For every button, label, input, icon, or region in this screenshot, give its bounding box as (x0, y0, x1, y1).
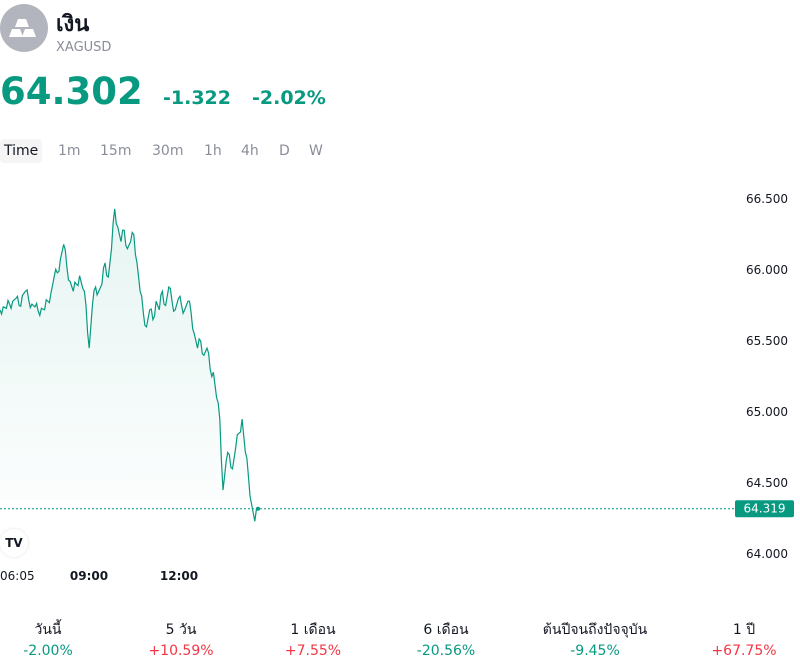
tab-4h[interactable]: 4h (241, 143, 259, 159)
perf-value: +10.59% (148, 643, 214, 659)
y-tick-label: 64.000 (746, 547, 788, 561)
perf-1m[interactable]: 1 เดือน +7.55% (243, 620, 383, 662)
asset-symbol: XAGUSD (56, 40, 112, 55)
tab-15m[interactable]: 15m (100, 143, 132, 159)
y-tick-label: 64.500 (746, 476, 788, 490)
y-axis: 66.500 66.000 65.500 65.000 64.500 64.000 (746, 192, 788, 561)
asset-name: เงิน (56, 12, 90, 37)
perf-today[interactable]: วันนี้ -2.00% (0, 620, 118, 662)
perf-value: -9.45% (570, 643, 620, 659)
performance-bar: วันนี้ -2.00% 5 วัน +10.59% 1 เดือน +7.5… (0, 620, 800, 664)
chart-area-fill (0, 208, 258, 522)
silver-bars-icon (0, 4, 48, 52)
tab-time[interactable]: Time (0, 139, 43, 163)
x-tick-label: 09:00 (70, 569, 108, 583)
x-tick-label: 06:05 (0, 569, 35, 583)
tab-1m[interactable]: 1m (58, 143, 81, 159)
perf-6m[interactable]: 6 เดือน -20.56% (376, 620, 516, 662)
perf-label: 1 เดือน (290, 622, 336, 638)
perf-1y[interactable]: 1 ปี +67.75% (674, 620, 800, 662)
y-tick-label: 65.500 (746, 334, 788, 348)
y-tick-label: 66.500 (746, 192, 788, 206)
price-chart[interactable]: 66.500 66.000 65.500 65.000 64.500 64.000 06:… (0, 180, 800, 590)
price-change-percent: -2.02% (252, 87, 326, 109)
perf-label: วันนี้ (34, 622, 62, 638)
svg-text:64.319: 64.319 (744, 502, 786, 516)
perf-label: 1 ปี (732, 622, 756, 638)
last-price-badge: 64.319 (735, 500, 794, 518)
perf-value: -2.00% (23, 643, 73, 659)
tradingview-logo[interactable]: TV (0, 529, 28, 557)
perf-label: 6 เดือน (423, 622, 469, 638)
perf-label: ต้นปีจนถึงปัจจุบัน (542, 622, 648, 638)
tab-w[interactable]: W (309, 143, 323, 159)
perf-label: 5 วัน (165, 622, 197, 638)
last-price: 64.302 (0, 70, 143, 113)
x-axis: 06:05 09:00 12:00 (0, 569, 198, 583)
price-change: -1.322 (163, 87, 231, 109)
chart-series-line (0, 208, 259, 522)
perf-value: +7.55% (284, 643, 342, 659)
perf-value: -20.56% (416, 643, 476, 659)
tab-1h[interactable]: 1h (204, 143, 222, 159)
x-tick-label: 12:00 (160, 569, 198, 583)
tab-d[interactable]: D (279, 143, 290, 159)
perf-ytd[interactable]: ต้นปีจนถึงปัจจุบัน -9.45% (525, 620, 665, 662)
y-tick-label: 66.000 (746, 263, 788, 277)
perf-value: +67.75% (711, 643, 777, 659)
tab-30m[interactable]: 30m (152, 143, 184, 159)
last-price-dot (256, 506, 260, 511)
perf-5d[interactable]: 5 วัน +10.59% (111, 620, 251, 662)
y-tick-label: 65.000 (746, 405, 788, 419)
